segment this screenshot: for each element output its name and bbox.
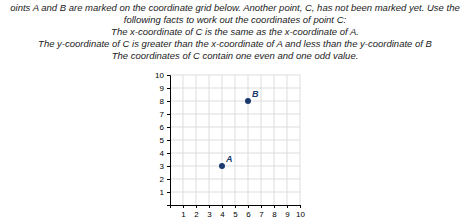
grid-line — [170, 88, 300, 89]
tick-label: 4 — [220, 210, 225, 219]
grid-line — [170, 179, 300, 180]
grid-line — [170, 140, 300, 141]
tick-label: 3 — [207, 210, 212, 219]
tick-label: 6 — [160, 123, 165, 132]
tick-mark — [167, 114, 170, 115]
tick-mark — [248, 205, 249, 208]
point — [245, 98, 251, 104]
tick-label: 9 — [160, 84, 165, 93]
annotation: The x‐coordinate of C is the same as the… — [111, 26, 359, 37]
tick-mark — [167, 88, 170, 89]
tick: 8 — [160, 97, 170, 106]
tick: 4 — [220, 205, 225, 219]
point-label: A — [225, 154, 233, 164]
tick-label: 8 — [272, 210, 277, 219]
grid-line — [170, 75, 300, 76]
tick: 10 — [296, 205, 305, 219]
tick-label: 4 — [160, 149, 165, 158]
tick-label: 8 — [160, 97, 165, 106]
tick-mark — [167, 192, 170, 193]
tick: 4 — [160, 149, 170, 158]
grid-line — [170, 101, 300, 102]
tick: 5 — [160, 136, 170, 145]
tick-label: 7 — [259, 210, 264, 219]
tick-mark — [222, 205, 223, 208]
chart: oints A and B are marked on the coordina… — [0, 0, 470, 221]
tick-mark — [167, 153, 170, 154]
tick-mark — [183, 205, 184, 208]
tick-mark — [300, 205, 301, 208]
tick: 7 — [259, 205, 264, 219]
tick-mark — [196, 205, 197, 208]
tick-mark — [274, 205, 275, 208]
tick: 8 — [272, 205, 277, 219]
tick: 3 — [160, 162, 170, 171]
tick-label: 9 — [285, 210, 290, 219]
tick-mark — [167, 140, 170, 141]
tick-label: 2 — [160, 175, 165, 184]
tick-label: 6 — [246, 210, 251, 219]
point — [219, 163, 225, 169]
tick: 9 — [160, 84, 170, 93]
points — [219, 98, 251, 169]
point-label: B — [252, 89, 259, 99]
grid — [170, 75, 300, 205]
tick-label: 5 — [160, 136, 165, 145]
tick-mark — [287, 205, 288, 208]
tick-label: 1 — [160, 188, 165, 197]
tick: 2 — [160, 175, 170, 184]
tick-mark — [167, 179, 170, 180]
tick: 5 — [233, 205, 238, 219]
tick: 1 — [181, 205, 186, 219]
axis-line — [167, 76, 171, 206]
grid-line — [170, 166, 300, 167]
annotation: The y‐coordinate of C is greater than th… — [38, 38, 432, 49]
subtitle: following facts to work out the coordina… — [124, 14, 347, 25]
tick: 7 — [160, 110, 170, 119]
x-axis: 123456789 10 — [171, 205, 306, 219]
annotation: The coordinates of C contain one even an… — [112, 50, 359, 61]
grid-line — [170, 114, 300, 115]
tick-mark — [167, 166, 170, 167]
axis-line — [171, 206, 301, 209]
tick-mark — [235, 205, 236, 208]
tick: 6 — [160, 123, 170, 132]
point-labels: AB — [225, 89, 259, 164]
tick-label: 2 — [194, 210, 199, 219]
tick-label: 10 — [296, 210, 305, 219]
grid-line — [170, 192, 300, 193]
tick-mark — [261, 205, 262, 208]
tick: 3 — [207, 205, 212, 219]
tick-mark — [167, 75, 170, 76]
tick-mark — [167, 101, 170, 102]
y-axis: 1 2 3 4 5 6 7 8 9 10 — [155, 71, 170, 205]
tick-label: 1 — [181, 210, 186, 219]
tick: 9 — [285, 205, 290, 219]
tick-mark — [167, 127, 170, 128]
plot: 1234567891012345678910AB — [155, 71, 305, 219]
title: oints A and B are marked on the coordina… — [10, 2, 459, 13]
tick-label: 3 — [160, 162, 165, 171]
tick-label: 10 — [155, 71, 164, 80]
grid-line — [170, 127, 300, 128]
tick-mark — [209, 205, 210, 208]
tick: 10 — [155, 71, 170, 80]
grid-line — [170, 153, 300, 154]
tick-label: 5 — [233, 210, 238, 219]
tick-label: 7 — [160, 110, 165, 119]
tick: 2 — [194, 205, 199, 219]
tick: 6 — [246, 205, 251, 219]
tick: 1 — [160, 188, 170, 197]
